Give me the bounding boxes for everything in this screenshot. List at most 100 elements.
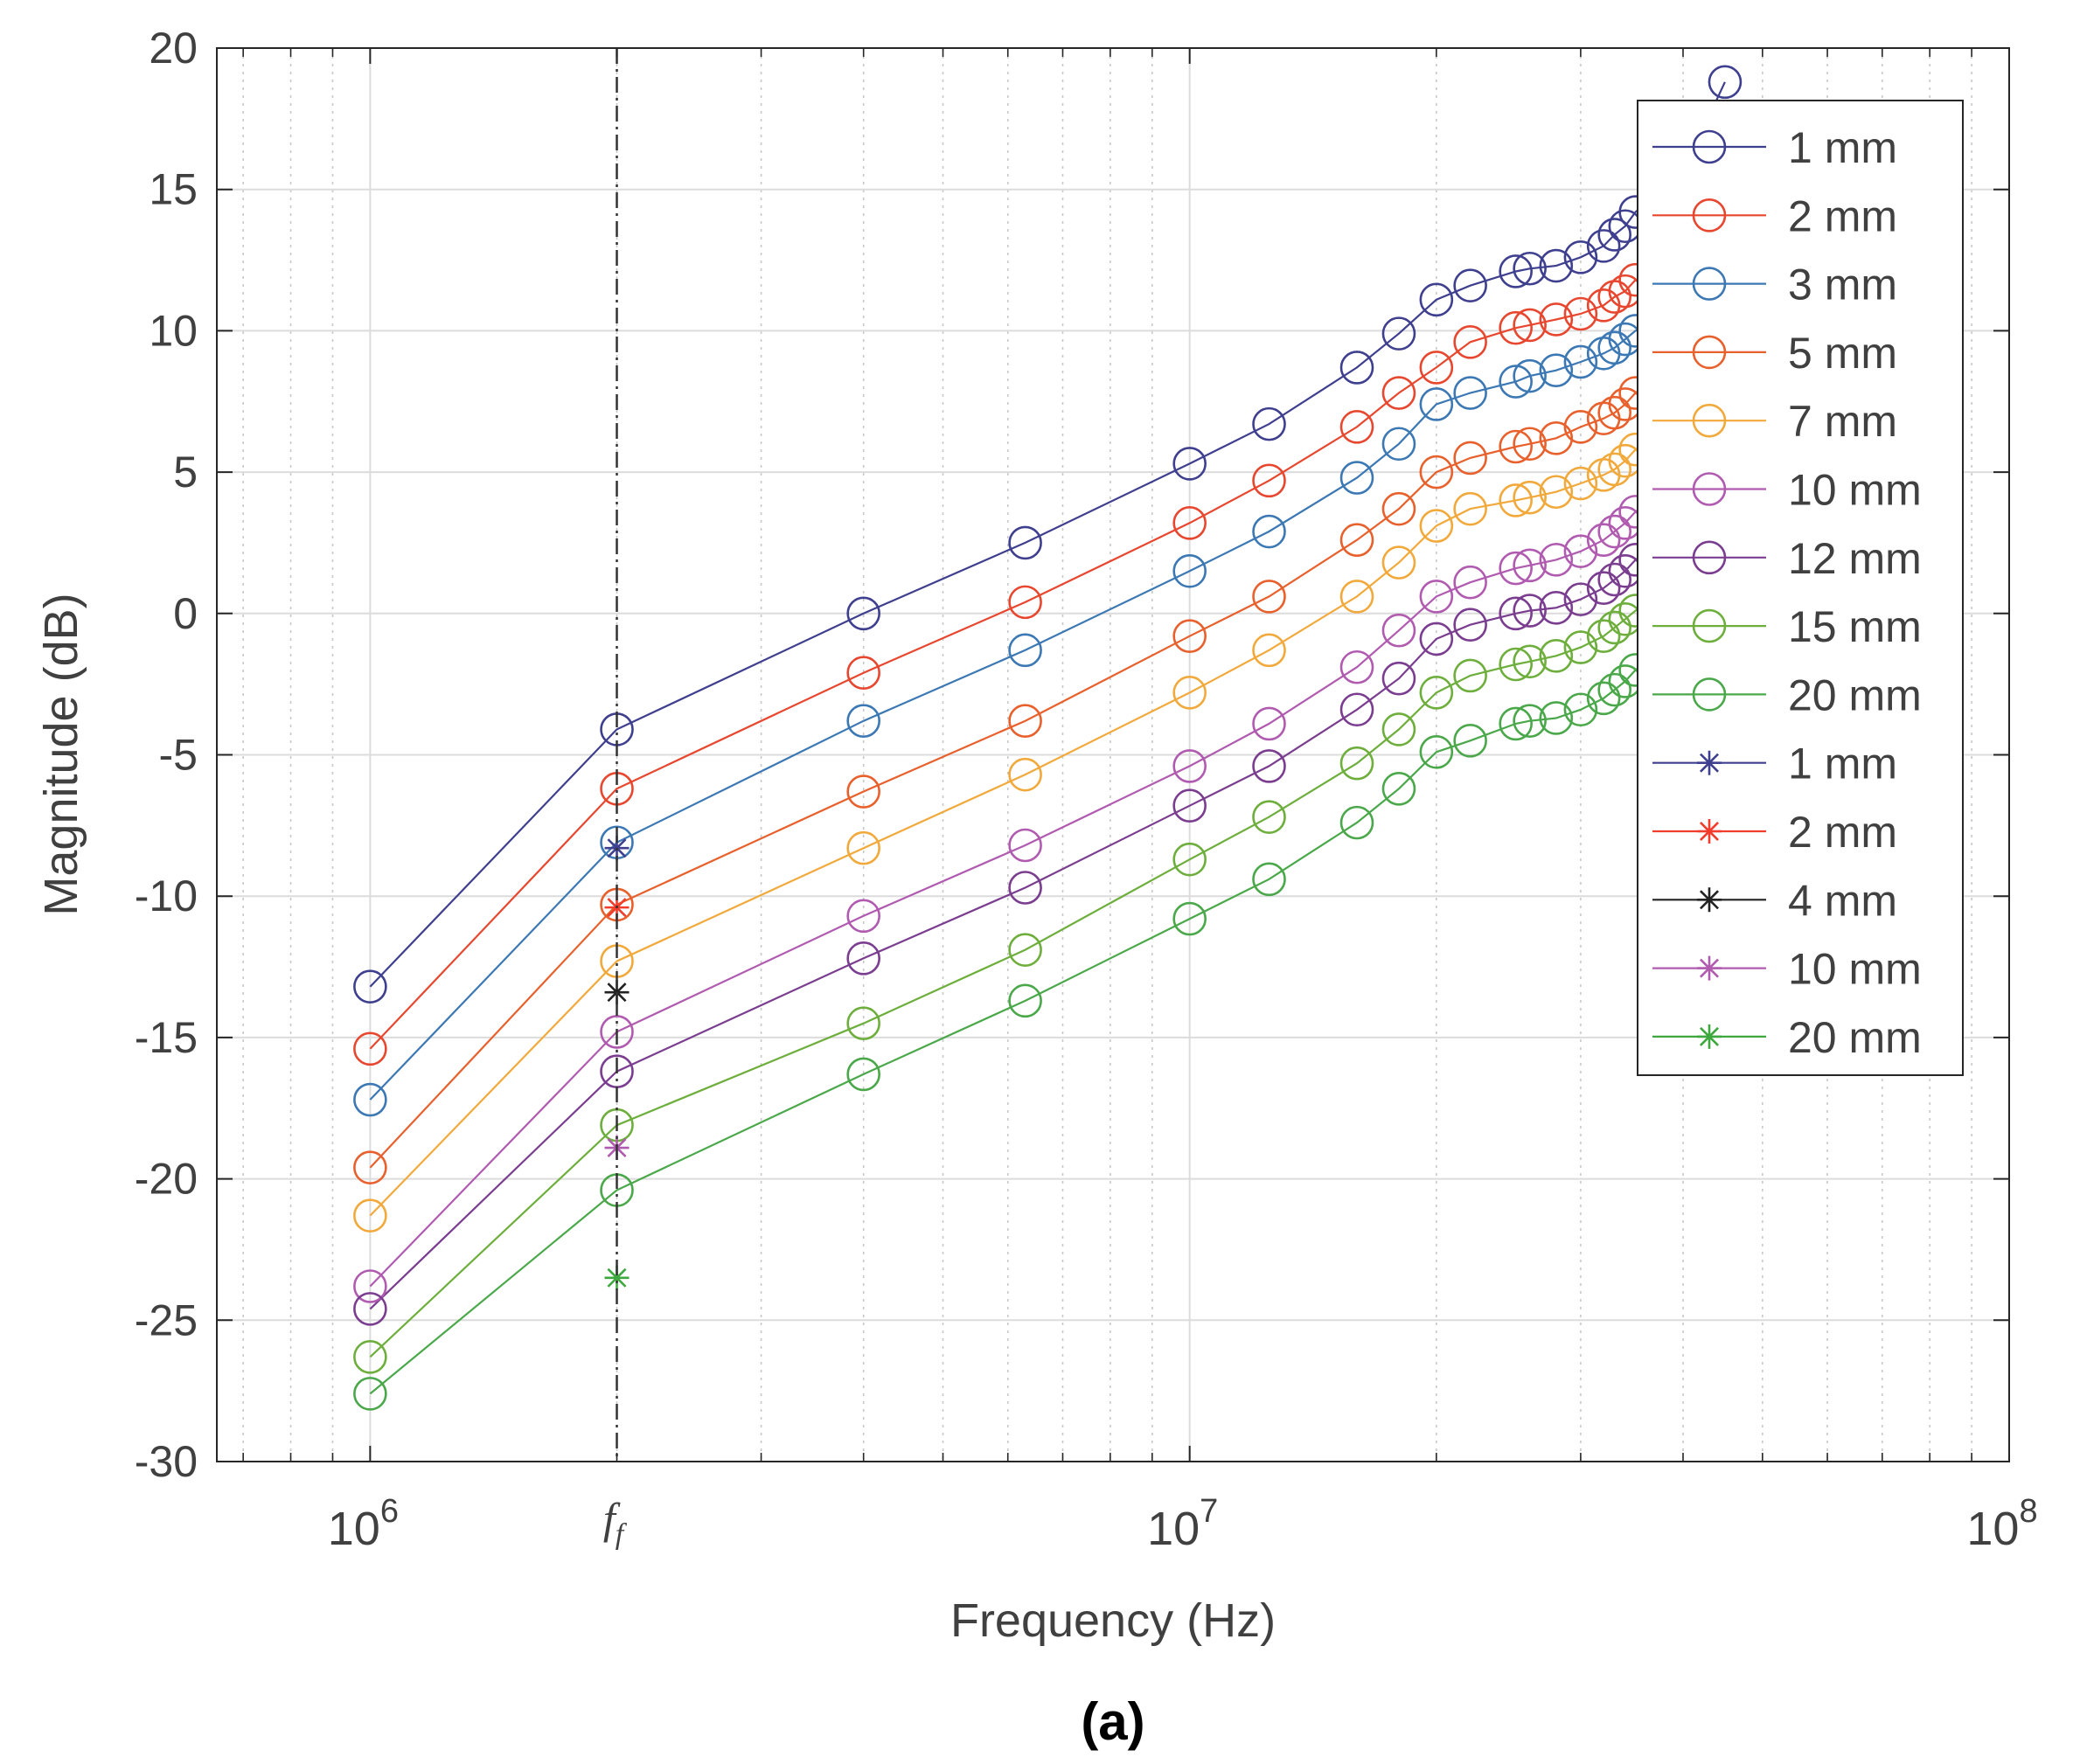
data-point-circle [1339, 351, 1374, 385]
series-line [369, 595, 1656, 1358]
data-point-circle [1339, 580, 1374, 614]
data-point-circle [1381, 661, 1416, 696]
legend-marker-star [1697, 887, 1722, 913]
data-point-circle [1597, 514, 1631, 549]
data-point-circle [1513, 480, 1547, 515]
legend-items: 1 mm 2 mm 3 mm 5 mm 7 mm 10 mm 12 mm 15 mm 20 mm… [1652, 123, 1922, 1062]
data-point-circle [1339, 410, 1374, 444]
data-point-circle [846, 1057, 880, 1092]
data-point-circle [1586, 229, 1621, 263]
data-point-circle [1597, 610, 1631, 645]
data-point-circle [1563, 240, 1598, 274]
y-tick-label: -5 [159, 731, 198, 780]
data-point-circle [1539, 591, 1574, 625]
y-tick-labels: 20 15 10 5 0 -5 -10 -15 -20 -25 -30 [135, 24, 198, 1486]
x-tick-label-base: 10 [328, 1503, 380, 1555]
data-point-circle [1381, 491, 1416, 526]
x-tick-label-base: 10 [1966, 1503, 2019, 1555]
data-point-circle [1597, 672, 1631, 707]
data-point-circle [1586, 681, 1621, 716]
legend-label: 2 mm [1788, 808, 1897, 857]
data-point-circle [1453, 724, 1487, 758]
data-point-circle [353, 969, 387, 1004]
legend-marker-circle [1692, 129, 1727, 164]
data-point-circle [1597, 330, 1631, 365]
data-point-circle [1252, 862, 1286, 897]
data-point-circle [1008, 525, 1042, 560]
y-axis-label: Magnitude (dB) [35, 593, 87, 915]
data-point-circle [1597, 395, 1631, 430]
series-line [369, 497, 1656, 1288]
legend-label: 20 mm [1788, 1013, 1922, 1062]
data-point-circle [1419, 734, 1454, 769]
data-point-circle [1172, 506, 1207, 540]
data-point-circle [1419, 622, 1454, 656]
y-tick-label: -15 [135, 1013, 198, 1062]
data-point-circle [1381, 712, 1416, 747]
data-point-circle [1172, 676, 1207, 710]
y-tick-label: -30 [135, 1437, 198, 1486]
data-point-circle [1419, 387, 1454, 421]
x-tick-labels: 106 107 108 [328, 1493, 2038, 1555]
legend-label: 3 mm [1788, 260, 1897, 309]
data-point-circle [1513, 427, 1547, 462]
legend-marker-star [1697, 750, 1722, 775]
data-point-circle [1381, 545, 1416, 580]
data-point-circle [353, 1198, 387, 1233]
legend-marker-circle [1692, 335, 1727, 370]
legend: 1 mm 2 mm 3 mm 5 mm 7 mm 10 mm 12 mm 15 mm 20 mm… [1637, 100, 1964, 1076]
data-point-circle [1453, 658, 1487, 693]
data-point-circle [1597, 452, 1631, 487]
data-point-circle [1339, 805, 1374, 840]
data-point-circle [846, 704, 880, 738]
legend-marker-star [1697, 955, 1722, 981]
legend-label: 10 mm [1788, 945, 1922, 994]
data-point-circle [1419, 509, 1454, 543]
data-point-circle [1008, 871, 1042, 905]
y-tick-label: 20 [149, 24, 198, 73]
data-point-circle [1513, 644, 1547, 679]
data-point-circle [1563, 296, 1598, 331]
series-lines [369, 81, 1726, 1395]
data-point-circle [1453, 441, 1487, 476]
data-point-circle [353, 1031, 387, 1066]
data-point-circle [1252, 706, 1286, 741]
ff-label: ff [603, 1494, 628, 1551]
data-point-circle [1419, 351, 1454, 385]
data-point-circle [1172, 842, 1207, 877]
data-point-circle [1252, 514, 1286, 549]
y-tick-label: 0 [173, 589, 198, 638]
data-point-circle [1513, 704, 1547, 738]
data-point-circle [1252, 463, 1286, 498]
legend-label: 2 mm [1788, 191, 1897, 240]
data-point-circle [1586, 571, 1621, 605]
data-point-circle [1597, 218, 1631, 252]
data-point-circle [1708, 65, 1743, 100]
series-line [369, 273, 1656, 1050]
data-point-circle [1381, 316, 1416, 351]
data-point-circle [1499, 647, 1533, 682]
data-point-circle [1339, 461, 1374, 495]
data-point-circle [1513, 594, 1547, 628]
data-point-circle [1252, 580, 1286, 614]
legend-label: 20 mm [1788, 670, 1922, 719]
data-point-circle [1008, 633, 1042, 668]
legend-marker-circle [1692, 677, 1727, 712]
data-point-circle [1539, 543, 1574, 577]
y-tick-label: 10 [149, 306, 198, 355]
data-point-circle [846, 830, 880, 865]
data-point-circle [1419, 676, 1454, 710]
data-point-circle [1513, 548, 1547, 583]
data-point-circle [1539, 420, 1574, 455]
data-point-circle [353, 1150, 387, 1184]
data-point-circle [1453, 608, 1487, 642]
data-point-circle [353, 1377, 387, 1411]
data-point-circle [1539, 248, 1574, 283]
data-point-circle [1008, 704, 1042, 738]
data-point-circle [1499, 310, 1533, 345]
data-point-circle [1172, 447, 1207, 481]
legend-label: 10 mm [1788, 466, 1922, 515]
data-point-circle [1419, 455, 1454, 490]
data-point-circle [1172, 553, 1207, 588]
